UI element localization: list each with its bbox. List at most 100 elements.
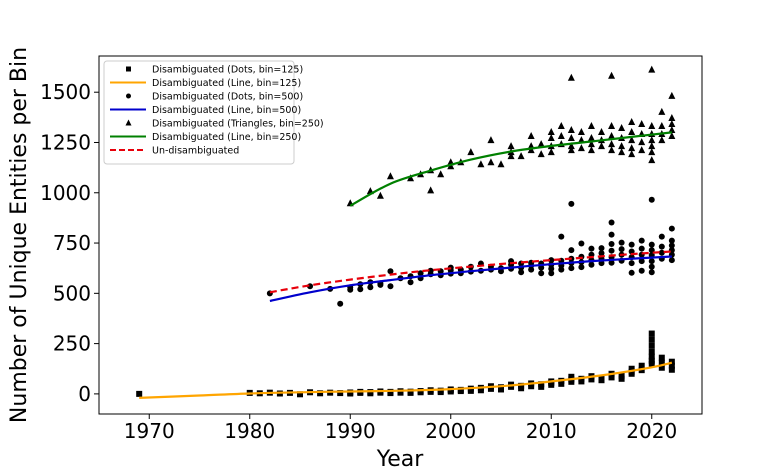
series-line [269, 250, 672, 294]
circle-marker [417, 270, 424, 277]
square-marker [658, 354, 665, 361]
legend-symbol [126, 93, 131, 99]
circle-marker [648, 241, 655, 248]
circle-marker [528, 266, 535, 273]
x-tick-label: 1980 [224, 419, 275, 443]
square-marker [457, 388, 464, 395]
legend-symbol [125, 119, 132, 126]
x-tick-label: 2020 [626, 419, 677, 443]
y-axis-label: Number of Unique Entities per Bin [7, 47, 32, 423]
circle-marker [387, 268, 394, 275]
square-marker [317, 390, 324, 397]
triangle-marker [608, 140, 616, 148]
circle-marker [548, 270, 555, 277]
triangle-marker [587, 140, 595, 148]
square-marker [648, 336, 655, 343]
triangle-marker [648, 156, 656, 164]
square-marker [477, 387, 484, 394]
circle-marker [658, 243, 665, 250]
triangle-marker [567, 134, 575, 142]
square-marker [648, 360, 655, 367]
triangle-marker [376, 191, 384, 199]
series-line [349, 131, 673, 207]
triangle-marker [587, 134, 595, 142]
square-marker [648, 330, 655, 337]
circle-marker [608, 219, 615, 226]
square-marker [578, 378, 585, 385]
square-marker [648, 342, 655, 349]
triangle-marker [608, 71, 616, 79]
triangle-marker [537, 140, 545, 148]
triangle-marker [648, 142, 656, 150]
triangle-marker [608, 121, 616, 129]
circle-marker [628, 269, 635, 276]
circle-marker [668, 257, 675, 264]
triangle-marker [618, 142, 626, 150]
legend-triangle-marker [125, 119, 132, 126]
y-tick-label: 0 [78, 382, 91, 406]
square-marker [638, 362, 645, 369]
triangle-marker [638, 119, 646, 127]
triangle-marker [648, 148, 656, 156]
triangle-marker [557, 121, 565, 129]
legend-label: Disambiguated (Line, bin=250) [152, 132, 301, 143]
legend-box [103, 60, 295, 165]
triangle-marker [648, 136, 656, 144]
triangle-marker [547, 134, 555, 142]
triangle-marker [547, 148, 555, 156]
triangle-marker [598, 142, 605, 150]
square-marker [668, 358, 675, 365]
circle-marker [357, 286, 364, 293]
square-marker [558, 380, 565, 387]
triangle-marker [477, 160, 485, 168]
circle-marker [668, 242, 675, 249]
circle-marker [648, 196, 655, 203]
y-tick-label: 1500 [40, 80, 91, 104]
square-marker [357, 389, 364, 396]
circle-marker [578, 264, 585, 271]
legend-symbol [126, 66, 131, 72]
triangle-marker [557, 132, 565, 140]
y-tick-label: 1250 [40, 130, 91, 154]
circle-marker [568, 200, 575, 207]
circle-marker [548, 265, 555, 272]
square-marker [508, 383, 515, 390]
circle-marker [578, 240, 585, 247]
square-marker [447, 387, 454, 394]
triangle-marker [567, 73, 575, 81]
square-marker [487, 385, 494, 392]
triangle-marker [567, 146, 575, 154]
series-line [139, 361, 673, 399]
triangle-marker [668, 132, 676, 140]
square-marker [367, 390, 374, 397]
circle-marker [658, 249, 665, 256]
circle-marker [538, 270, 545, 277]
square-marker [518, 385, 525, 392]
circle-marker [568, 265, 575, 272]
series-6 [269, 250, 672, 294]
triangle-marker [598, 128, 605, 136]
circle-marker [588, 261, 595, 268]
x-axis-label: Year [376, 447, 425, 468]
triangle-marker [577, 144, 585, 152]
triangle-marker [407, 174, 415, 182]
square-marker [498, 386, 504, 393]
circle-marker [558, 266, 565, 273]
triangle-marker [628, 144, 636, 152]
circle-marker [618, 239, 625, 246]
circle-marker [598, 245, 605, 252]
triangle-marker [547, 128, 555, 136]
triangle-marker [668, 126, 676, 134]
triangle-marker [628, 136, 636, 144]
legend-label: Disambiguated (Line, bin=125) [152, 78, 301, 89]
triangle-marker [628, 150, 636, 158]
x-tick-label: 1970 [124, 419, 175, 443]
legend-label: Disambiguated (Dots, bin=125) [152, 65, 303, 76]
triangle-marker [537, 150, 545, 158]
series-3 [269, 255, 672, 303]
legend-label: Disambiguated (Triangles, bin=250) [152, 119, 324, 130]
triangle-marker [487, 158, 495, 166]
square-marker [658, 359, 665, 366]
triangle-marker [668, 113, 676, 121]
circle-marker [367, 284, 374, 291]
